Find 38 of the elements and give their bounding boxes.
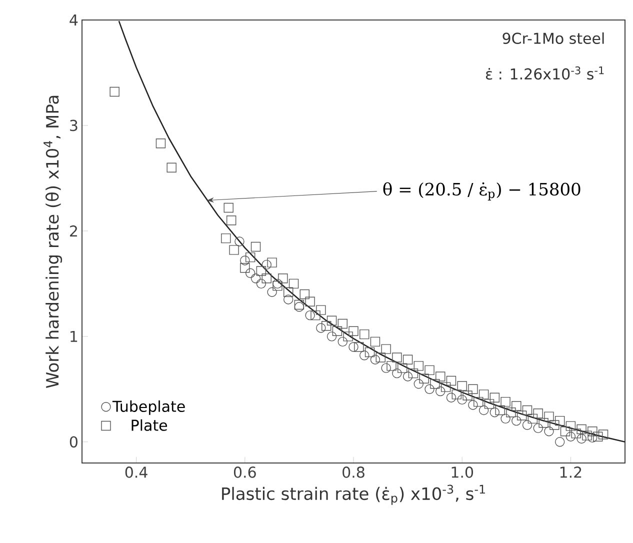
y-tick-label: 4	[70, 14, 78, 26]
point	[533, 423, 543, 434]
annotation: 9Cr-1Mo steel	[502, 32, 604, 44]
y-axis-title: Work hardening rate (θ) x10$^{4}$, MPa	[44, 96, 62, 388]
legend-label: Tubeplate	[112, 400, 185, 415]
point	[512, 416, 522, 426]
y-tick-label: 0	[70, 436, 78, 448]
point	[392, 368, 402, 378]
point	[234, 236, 244, 246]
point	[554, 437, 565, 447]
annotation: ε̇ : 1.26x10$^{-3}$ s$^{-1}$	[486, 66, 604, 80]
point	[424, 384, 434, 394]
point	[250, 274, 261, 284]
x-tick-label: 0.6	[234, 466, 256, 478]
point	[457, 394, 467, 405]
legend-label: Plate	[132, 419, 168, 431]
y-tick-label: 3	[70, 120, 78, 132]
x-tick-label: 0.8	[342, 466, 364, 478]
point	[283, 294, 294, 304]
point	[267, 287, 277, 297]
point	[272, 278, 282, 289]
point	[522, 420, 532, 430]
point	[326, 332, 337, 342]
point	[544, 426, 554, 436]
annotation: θ = (20.5 / ε̇$_{p}$) − 15800	[383, 182, 580, 200]
x-tick-label: 0.4	[125, 466, 148, 478]
point	[436, 386, 446, 396]
point	[478, 405, 489, 416]
x-axis-title: Plastic strain rate (ε̇$_{p}$) x10$^{-3}$, s$^{-1}$	[222, 484, 485, 505]
point	[245, 268, 256, 278]
y-tick-label: 1	[70, 330, 78, 342]
point	[338, 336, 348, 347]
point	[256, 278, 266, 289]
x-tick-label: 1.2	[560, 466, 582, 478]
point	[414, 379, 424, 389]
y-tick-label: 2	[70, 225, 77, 237]
x-tick-label: 1.0	[452, 466, 474, 478]
point	[500, 414, 510, 424]
